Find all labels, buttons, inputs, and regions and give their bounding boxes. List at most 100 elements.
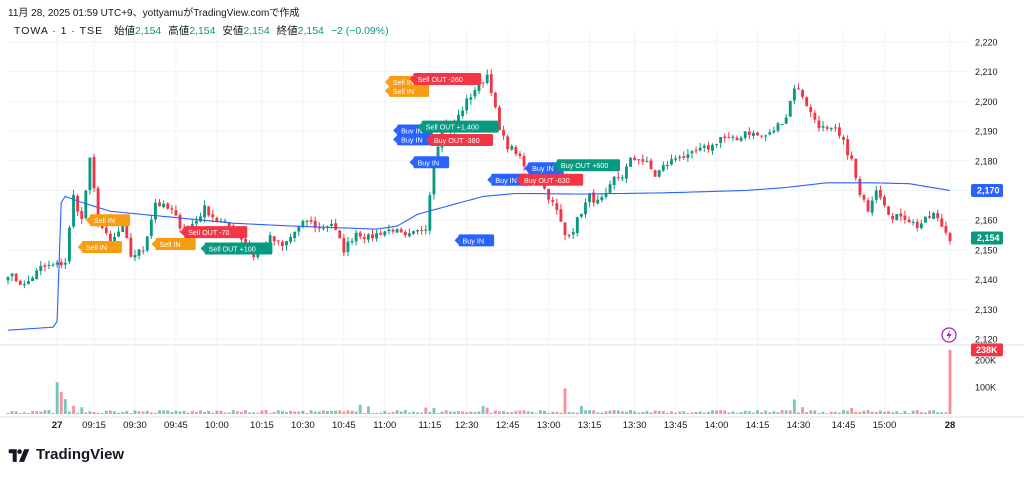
trade-marker[interactable]: Sell IN [151, 237, 196, 250]
volume-bar [874, 411, 878, 414]
candle-body [170, 208, 174, 210]
volume-bar [371, 412, 374, 414]
volume-bar [289, 410, 293, 414]
volume-bar [104, 410, 108, 414]
candle-body [903, 215, 907, 220]
volume-tick-label: 200K [975, 356, 996, 366]
trade-marker[interactable]: Buy IN [409, 156, 450, 169]
volume-bar [350, 410, 354, 414]
candle-body [125, 224, 129, 239]
candle-body [80, 211, 84, 219]
candle-body [805, 97, 809, 107]
volume-bar [100, 413, 104, 414]
candle-body [96, 188, 100, 223]
volume-bar [117, 412, 121, 414]
volume-bar [76, 412, 80, 414]
volume-bar [551, 411, 555, 414]
volume-bar [170, 412, 174, 414]
candle-body [366, 234, 370, 240]
candle-body [379, 232, 383, 235]
volume-bar [22, 412, 26, 414]
volume-bar [407, 412, 411, 414]
volume-bar [199, 410, 202, 414]
volume-bar [653, 410, 657, 414]
volume-bar [174, 410, 178, 414]
trade-marker[interactable]: Sell IN [85, 214, 131, 227]
candle-body [670, 159, 673, 165]
candle-body [592, 192, 596, 203]
trade-marker[interactable]: Sell OUT +1,400 [417, 120, 499, 133]
x-tick-label: 13:15 [578, 420, 602, 431]
candle-body [113, 237, 116, 242]
trade-marker-label: Sell IN [86, 243, 107, 252]
trade-marker[interactable]: Sell OUT -70 [180, 226, 248, 239]
candle-body [420, 230, 424, 232]
candle-body [88, 157, 92, 191]
candle-body [645, 160, 649, 162]
tradingview-brand[interactable]: TradingView [8, 446, 124, 463]
trade-marker[interactable]: Buy OUT +600 [552, 159, 621, 172]
candle-body [694, 150, 698, 152]
candle-body [338, 230, 342, 239]
volume-bar [207, 410, 211, 414]
volume-bar [272, 411, 276, 414]
trade-marker[interactable]: Sell OUT -260 [409, 73, 482, 86]
trade-marker[interactable]: Sell OUT +100 [200, 242, 273, 255]
candle-body [391, 229, 395, 232]
x-tick-label: 13:30 [623, 420, 647, 431]
lightning-icon[interactable] [941, 327, 957, 343]
trade-marker[interactable]: Buy IN [487, 173, 527, 186]
x-tick-label: 13:45 [664, 420, 688, 431]
candle-body [321, 228, 325, 230]
candle-body [108, 233, 112, 243]
trade-marker-box [388, 84, 430, 97]
trade-marker-arrow [393, 126, 398, 135]
candle-body [878, 189, 882, 198]
trade-marker[interactable]: Buy OUT -380 [425, 133, 494, 146]
volume-bar [739, 411, 743, 414]
candle-body [788, 101, 792, 117]
volume-bar [895, 411, 899, 414]
candle-body [698, 147, 702, 151]
trade-marker[interactable]: Sell IN [384, 84, 430, 97]
volume-bar [260, 410, 264, 414]
volume-bar [711, 410, 714, 414]
trade-marker-label: Buy OUT -630 [524, 176, 570, 185]
x-tick-label: 14:00 [705, 420, 729, 431]
open-label: 始値 [114, 25, 135, 37]
volume-bar [129, 413, 133, 414]
candle-body [756, 132, 759, 136]
candle-body [637, 159, 641, 161]
volume-bar [452, 411, 456, 414]
volume-bar [145, 410, 149, 414]
candle-body [674, 158, 678, 160]
candle-body [35, 270, 39, 280]
volume-bar [923, 412, 927, 414]
volume-bar [715, 410, 718, 414]
trade-marker[interactable]: Buy OUT -630 [515, 173, 584, 186]
candle-body [686, 154, 690, 158]
candle-body [166, 203, 170, 209]
volume-bar [162, 410, 166, 414]
candle-body [387, 229, 391, 232]
trade-marker-arrow [425, 135, 430, 144]
trade-marker[interactable]: Buy IN [454, 234, 495, 247]
volume-bar [18, 413, 22, 414]
volume-bar [27, 413, 30, 414]
volume-bar [694, 412, 698, 414]
volume-bar [276, 410, 280, 414]
candle-body [743, 131, 747, 138]
trade-marker[interactable]: Sell IN [77, 240, 122, 253]
trade-marker-label: Buy OUT -380 [434, 136, 480, 145]
volume-bar [502, 411, 506, 414]
volume-bar [530, 411, 534, 414]
symbol-name[interactable]: TOWA · 1 · TSE [14, 25, 104, 37]
volume-bar [80, 407, 84, 414]
trade-marker-label: Buy IN [532, 164, 554, 173]
volume-bar [338, 410, 342, 414]
volume-bar [358, 404, 362, 414]
low-value: 2,154 [243, 25, 270, 37]
trade-marker-label: Buy IN [463, 236, 485, 245]
trade-marker[interactable]: Buy IN [393, 133, 433, 146]
